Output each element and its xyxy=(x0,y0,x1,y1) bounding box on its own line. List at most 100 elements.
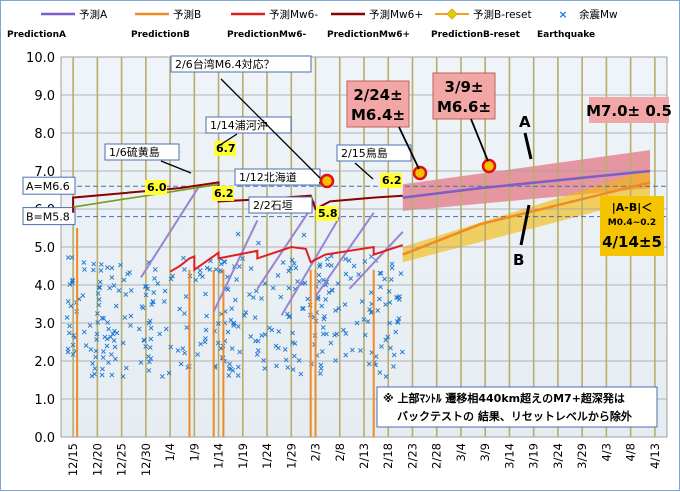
earthquake-marker: × xyxy=(262,330,269,339)
footnote-line2: バックテストの 結果、リセットレベルから除外 xyxy=(397,409,632,423)
earthquake-marker: × xyxy=(223,284,230,293)
earthquake-marker: × xyxy=(230,321,237,330)
earthquake-marker: × xyxy=(328,338,335,347)
legend-swatch: × xyxy=(558,8,567,21)
earthquake-marker: × xyxy=(343,329,350,338)
earthquake-marker: × xyxy=(218,344,225,353)
event-label: 1/14浦河沖 xyxy=(210,119,268,132)
earthquake-marker: × xyxy=(387,298,394,307)
earthquake-marker: × xyxy=(286,283,293,292)
earthquake-marker: × xyxy=(162,287,169,296)
x-tick-label: 12/25 xyxy=(115,443,129,476)
earthquake-marker: × xyxy=(233,275,240,284)
ab-diff-date: 4/14±5 xyxy=(602,233,662,251)
event-label: 1/12北海道 xyxy=(239,170,297,184)
earthquake-marker: × xyxy=(254,350,261,359)
earthquake-marker: × xyxy=(215,338,222,347)
earthquake-marker: × xyxy=(340,326,347,335)
earthquake-marker: × xyxy=(73,346,80,355)
earthquake-marker: × xyxy=(105,325,112,334)
earthquake-marker: × xyxy=(387,344,394,353)
legend-label: 予測Mw6+ xyxy=(369,8,423,21)
prediction-a-segment xyxy=(280,216,341,316)
earthquake-marker: × xyxy=(218,259,225,268)
earthquake-marker: × xyxy=(121,275,128,284)
earthquake-marker: × xyxy=(273,362,280,371)
legend-label: 予測A xyxy=(79,8,108,21)
earthquake-marker: × xyxy=(342,300,349,309)
magnitude-tag: 6.2 xyxy=(382,174,402,187)
earthquake-marker: × xyxy=(342,351,349,360)
earthquake-marker: × xyxy=(386,287,393,296)
earthquake-marker: × xyxy=(221,257,228,266)
earthquake-marker: × xyxy=(91,364,98,373)
earthquake-marker: × xyxy=(315,293,322,302)
y-tick-label: 8.0 xyxy=(34,127,55,142)
earthquake-marker: × xyxy=(269,325,276,334)
earthquake-marker: × xyxy=(275,343,282,352)
earthquake-marker: × xyxy=(81,327,88,336)
y-tick-label: 10.0 xyxy=(26,51,55,66)
legend-label: 余震Mw xyxy=(579,8,618,21)
prediction-a-segment xyxy=(212,219,259,313)
earthquake-marker: × xyxy=(299,304,306,313)
earthquake-marker: × xyxy=(204,263,211,272)
event-marker xyxy=(319,173,335,189)
x-tick-label: 2/13 xyxy=(357,443,371,469)
earthquake-marker: × xyxy=(197,270,204,279)
earthquake-marker: × xyxy=(169,271,176,280)
earthquake-marker: × xyxy=(284,363,291,372)
earthquake-marker: × xyxy=(111,281,118,290)
earthquake-marker: × xyxy=(365,317,372,326)
earthquake-marker: × xyxy=(94,309,101,318)
earthquake-marker: × xyxy=(332,356,339,365)
earthquake-marker: × xyxy=(109,273,116,282)
earthquake-marker: × xyxy=(168,275,175,284)
earthquake-marker: × xyxy=(283,356,290,365)
earthquake-marker: × xyxy=(176,305,183,314)
earthquake-marker: × xyxy=(136,324,143,333)
earthquake-marker: × xyxy=(80,258,87,267)
earthquake-marker: × xyxy=(120,372,127,381)
earthquake-marker: × xyxy=(396,295,403,304)
earthquake-marker: × xyxy=(346,256,353,265)
x-tick-label: 3/4 xyxy=(454,443,468,462)
x-tick-label: 2/23 xyxy=(405,443,419,469)
earthquake-marker: × xyxy=(250,293,257,302)
earthquake-marker: × xyxy=(114,328,121,337)
x-tick-label: 2/8 xyxy=(333,443,347,462)
earthquake-marker: × xyxy=(104,263,111,272)
earthquake-marker: × xyxy=(89,372,96,381)
earthquake-marker: × xyxy=(112,343,119,352)
earthquake-marker: × xyxy=(104,341,111,350)
earthquake-marker: × xyxy=(368,252,375,261)
earthquake-marker: × xyxy=(236,348,243,357)
x-tick-label: 1/24 xyxy=(260,443,274,469)
earthquake-marker: × xyxy=(70,350,77,359)
earthquake-marker: × xyxy=(389,264,396,273)
earthquake-marker: × xyxy=(112,354,119,363)
earthquake-marker: × xyxy=(351,262,358,271)
earthquake-marker: × xyxy=(199,272,206,281)
earthquake-marker: × xyxy=(98,260,105,269)
earthquake-marker: × xyxy=(138,358,145,367)
x-tick-label: 2/18 xyxy=(381,443,395,469)
x-tick-label: 12/30 xyxy=(139,443,153,476)
earthquake-marker: × xyxy=(99,365,106,374)
earthquake-marker: × xyxy=(253,286,260,295)
earthquake-marker: × xyxy=(101,332,108,341)
y-tick-label: 9.0 xyxy=(34,89,55,104)
earthquake-marker: × xyxy=(150,297,157,306)
earthquake-marker: × xyxy=(94,329,101,338)
earthquake-marker: × xyxy=(255,346,262,355)
earthquake-marker: × xyxy=(382,335,389,344)
earthquake-marker: × xyxy=(280,258,287,267)
footnote-line1: ※ 上部ﾏﾝﾄﾙ 遷移相440km超えのM7+超深発は xyxy=(383,391,625,405)
earthquake-marker: × xyxy=(68,301,75,310)
x-tick-label: 3/19 xyxy=(527,443,541,469)
earthquake-marker: × xyxy=(76,295,83,304)
earthquake-marker: × xyxy=(99,313,106,322)
legend-sublabel: PredictionMw6- xyxy=(227,30,307,40)
earthquake-marker: × xyxy=(369,308,376,317)
earthquake-marker: × xyxy=(316,271,323,280)
